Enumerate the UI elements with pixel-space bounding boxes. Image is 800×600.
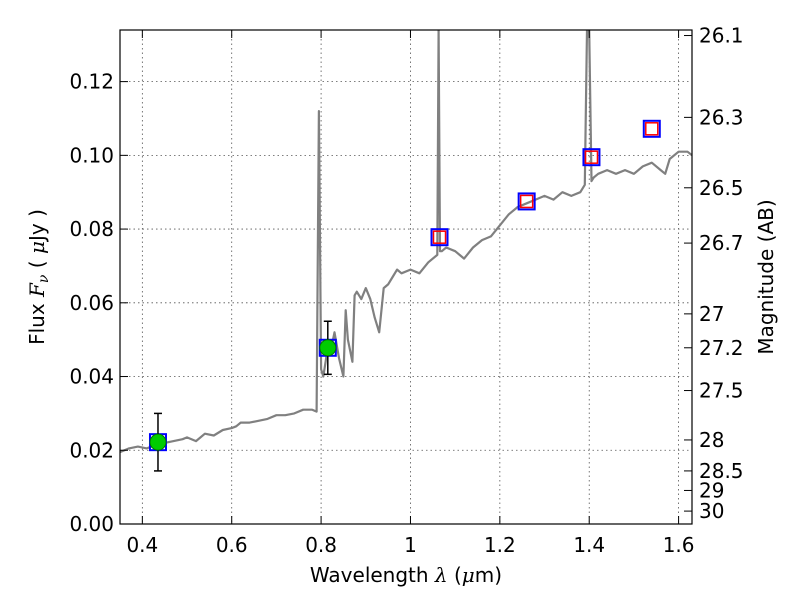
right-tick-label: 27 [699, 302, 724, 326]
axis-labels: Wavelength λ (μm) Flux Fν ( μJy ) Magnit… [25, 199, 778, 587]
x-tick-label: 0.4 [126, 533, 158, 557]
x-tick-label: 1 [404, 533, 417, 557]
y-tick-label: 0.08 [69, 217, 114, 241]
model-band-marker [582, 148, 601, 167]
spectrum-line [120, 30, 692, 454]
upper-limit-marker [519, 194, 534, 209]
right-tick-label: 30 [699, 499, 724, 523]
x-tick-label: 1.6 [663, 533, 695, 557]
axes: 0.4 0.6 0.8 1 1.2 1.4 1.6 0.00 0.02 0.04 0.06 0.08 0… [69, 24, 743, 557]
right-tick-label: 27.5 [699, 379, 744, 403]
right-tick-label: 26.7 [699, 231, 744, 255]
detection-point [319, 339, 337, 357]
right-tick-label: 28 [699, 428, 724, 452]
x-tick-label: 1.4 [573, 533, 605, 557]
right-tick-label: 28.5 [699, 459, 744, 483]
model-band-marker [517, 192, 536, 211]
plot-frame [119, 29, 693, 525]
right-tick-label: 26.1 [699, 24, 744, 48]
upper-limit-marker [584, 150, 599, 164]
x-tick-label: 1.2 [484, 533, 516, 557]
model-band-marker [430, 228, 449, 247]
detection-point [149, 433, 167, 451]
right-tick-label: 26.5 [699, 176, 744, 200]
model-band-marker [642, 119, 661, 138]
x-tick-label: 0.6 [216, 533, 248, 557]
y-tick-label: 0.10 [69, 143, 114, 167]
y-tick-label: 0.12 [69, 70, 114, 94]
grid [120, 30, 692, 525]
data-layer [120, 30, 692, 472]
y-tick-label: 0.02 [69, 438, 114, 462]
right-tick-label: 27.2 [699, 336, 744, 360]
right-tick-label: 29 [699, 478, 724, 502]
y-tick-label: 0.00 [69, 512, 114, 536]
upper-limit-marker [432, 230, 447, 244]
y-tick-label: 0.06 [69, 291, 114, 315]
right-axis-label: Magnitude (AB) [754, 199, 778, 354]
right-tick-label: 26.3 [699, 105, 744, 129]
y-axis-label: Flux Fν ( μJy ) [25, 209, 52, 345]
x-tick-label: 0.8 [305, 533, 337, 557]
y-tick-label: 0.04 [69, 365, 114, 389]
x-axis-label: Wavelength λ (μm) [310, 563, 502, 587]
upper-limit-marker [645, 122, 659, 136]
